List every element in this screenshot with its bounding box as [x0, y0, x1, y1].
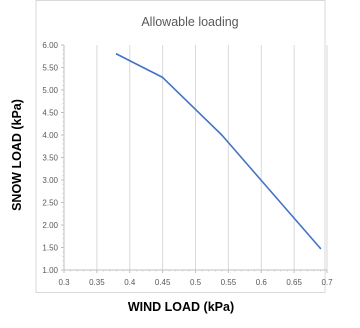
data-point	[161, 76, 164, 79]
y-tick-label: 2.50	[42, 199, 58, 208]
x-tick-label: 0.3	[58, 278, 70, 287]
x-tick-label: 0.5	[190, 278, 202, 287]
y-tick-label: 4.00	[42, 131, 58, 140]
x-tick-label: 0.55	[221, 278, 237, 287]
y-tick-label: 3.00	[42, 176, 58, 185]
x-tick-label: 0.7	[321, 278, 333, 287]
y-tick-label: 1.00	[42, 266, 58, 275]
x-axis-label: WIND LOAD (kPa)	[127, 300, 235, 314]
y-tick-label: 3.50	[42, 154, 58, 163]
y-tick-label: 2.00	[42, 221, 58, 230]
axes	[61, 44, 328, 273]
chart-title: Allowable loading	[141, 15, 238, 29]
x-tick-label: 0.65	[286, 278, 302, 287]
chart-area-frame	[35, 0, 326, 293]
tick-labels: 0.3 0.35 0.4 0.45 0.5 0.55 0.6 0.65 0.7 1.00 1.50 2…	[42, 41, 333, 287]
y-tick-label: 5.50	[42, 64, 58, 73]
x-tick-label: 0.4	[124, 278, 136, 287]
x-tick-label: 0.6	[256, 278, 268, 287]
y-tick-label: 4.50	[42, 109, 58, 118]
y-tick-label: 6.00	[42, 41, 58, 50]
series-layer	[115, 53, 322, 250]
data-point	[319, 247, 322, 250]
y-tick-label: 5.00	[42, 86, 58, 95]
data-point	[221, 134, 223, 136]
grid-lines	[96, 45, 328, 270]
series-line	[115, 53, 322, 250]
x-tick-label: 0.35	[89, 278, 105, 287]
y-tick-label: 1.50	[42, 244, 58, 253]
data-point	[115, 53, 118, 55]
x-tick-label: 0.45	[155, 278, 171, 287]
